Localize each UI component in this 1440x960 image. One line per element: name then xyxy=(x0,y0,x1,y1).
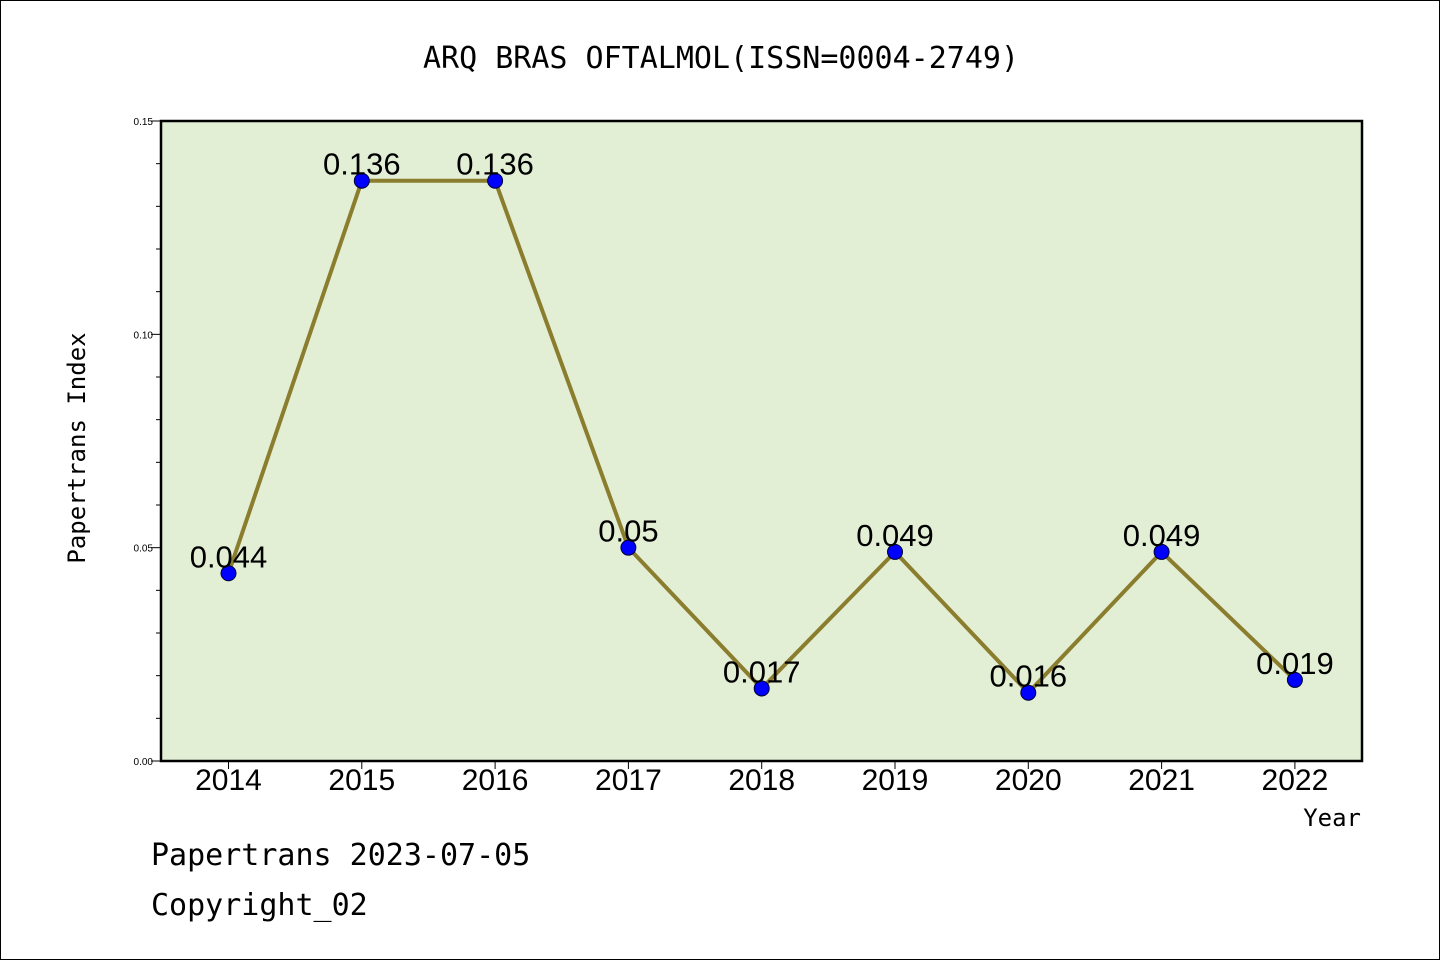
x-tick-label: 2016 xyxy=(462,764,529,797)
data-label: 0.016 xyxy=(990,659,1068,694)
y-axis-title: Papertrans Index xyxy=(63,332,91,563)
plot-area xyxy=(159,119,1364,763)
footer-date: Papertrans 2023-07-05 xyxy=(151,838,530,873)
data-label: 0.136 xyxy=(456,147,534,182)
y-tick-label: 0.15 xyxy=(134,117,154,128)
data-point xyxy=(487,172,504,189)
data-label: 0.05 xyxy=(598,514,658,549)
data-point xyxy=(1286,671,1303,688)
data-label: 0.136 xyxy=(323,147,401,182)
data-label: 0.044 xyxy=(190,539,268,574)
x-tick-label: 2020 xyxy=(995,764,1062,797)
chart-title: ARQ BRAS OFTALMOL(ISSN=0004-2749) xyxy=(423,41,1019,76)
data-point xyxy=(887,543,903,560)
data-point xyxy=(1020,684,1037,701)
x-tick-label: 2021 xyxy=(1128,764,1195,797)
data-point xyxy=(753,680,770,697)
x-axis-title: Year xyxy=(1303,804,1361,832)
y-axis: 0.00 0.05 0.10 0.15 xyxy=(134,117,161,768)
x-tick-label: 2019 xyxy=(862,764,929,797)
data-label: 0.019 xyxy=(1256,646,1334,681)
data-point xyxy=(1153,543,1170,560)
x-tick-label: 2014 xyxy=(195,764,262,797)
data-label: 0.049 xyxy=(856,518,934,553)
x-tick-label: 2018 xyxy=(728,764,795,797)
data-point xyxy=(220,565,237,582)
y-tick-label: 0.05 xyxy=(134,544,154,555)
series-layer: 0.044 0.136 0.136 0.05 0.017 0.049 0.016 0.049 0… xyxy=(190,147,1334,701)
data-point xyxy=(620,539,637,556)
x-tick-label: 2017 xyxy=(595,764,662,797)
footer-copyright: Copyright_02 xyxy=(151,888,368,923)
x-tick-label: 2022 xyxy=(1262,764,1329,797)
y-tick-label: 0.10 xyxy=(134,330,154,341)
data-label: 0.049 xyxy=(1123,518,1201,553)
y-tick-label: 0.00 xyxy=(134,757,154,768)
x-tick-label: 2015 xyxy=(328,764,395,797)
data-label: 0.017 xyxy=(723,654,801,689)
x-axis: 2014 2015 2016 2017 2018 2019 2020 2021 2022 xyxy=(195,761,1328,797)
data-point xyxy=(353,172,370,189)
